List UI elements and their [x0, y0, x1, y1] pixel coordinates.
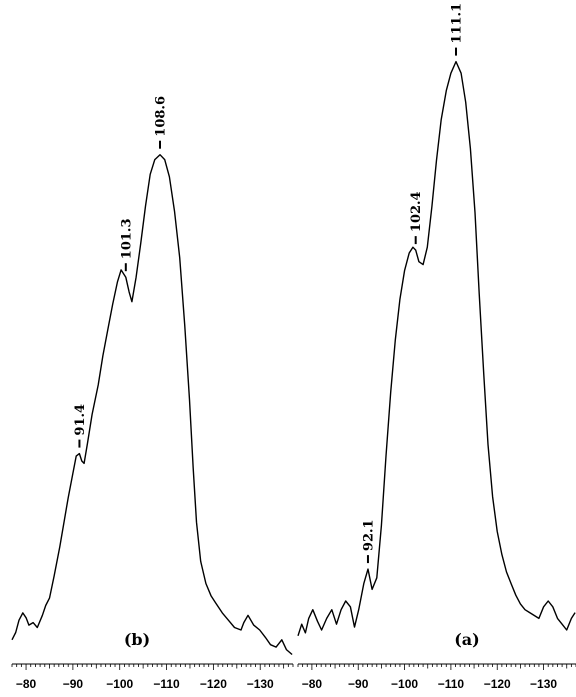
x-tick-label-a-2: −100: [391, 677, 418, 691]
x-tick-label-a-0: −80: [302, 677, 323, 691]
x-tick-label-b-4: −120: [200, 677, 227, 691]
peak-label-a-2: 111.1: [449, 3, 464, 44]
x-axis-tick-labels-b: −80 −90 −100 −110 −120 −130: [16, 677, 274, 691]
x-axis-tick-labels-a: −80 −90 −100 −110 −120 −130: [302, 677, 558, 691]
x-tick-label-a-3: −110: [438, 677, 465, 691]
x-axis-ticks-a: [297, 664, 576, 670]
x-tick-label-b-3: −110: [153, 677, 180, 691]
panel-label-a: (a): [454, 630, 480, 649]
peak-labels-b: 91.4 101.3 108.6: [73, 96, 168, 448]
x-tick-label-b-0: −80: [16, 677, 37, 691]
peak-labels-a: 92.1 102.4 111.1: [361, 3, 464, 564]
x-tick-label-b-2: −100: [106, 677, 133, 691]
peak-label-b-0: 91.4: [73, 404, 88, 436]
spectrum-curve-a: [297, 60, 576, 637]
x-tick-label-b-5: −130: [247, 677, 274, 691]
spectrum-curve-b: [11, 154, 293, 656]
spectrum-panel-a: 92.1 102.4 111.1 (a) −80 −90 −100 −110 −120 −13…: [297, 3, 576, 691]
peak-label-a-0: 92.1: [361, 519, 376, 551]
peak-label-b-1: 101.3: [119, 218, 134, 259]
panel-label-b: (b): [124, 630, 150, 649]
x-axis-ticks-b: [11, 664, 294, 670]
x-tick-label-a-5: −130: [530, 677, 557, 691]
peak-label-a-1: 102.4: [409, 191, 424, 232]
spectrum-panel-b: 91.4 101.3 108.6 (b) −80 −90 −100 −110 −120 −13…: [11, 96, 294, 691]
x-tick-label-b-1: −90: [63, 677, 84, 691]
x-tick-label-a-1: −90: [348, 677, 369, 691]
x-tick-label-a-4: −120: [484, 677, 511, 691]
peak-label-b-2: 108.6: [153, 96, 168, 137]
